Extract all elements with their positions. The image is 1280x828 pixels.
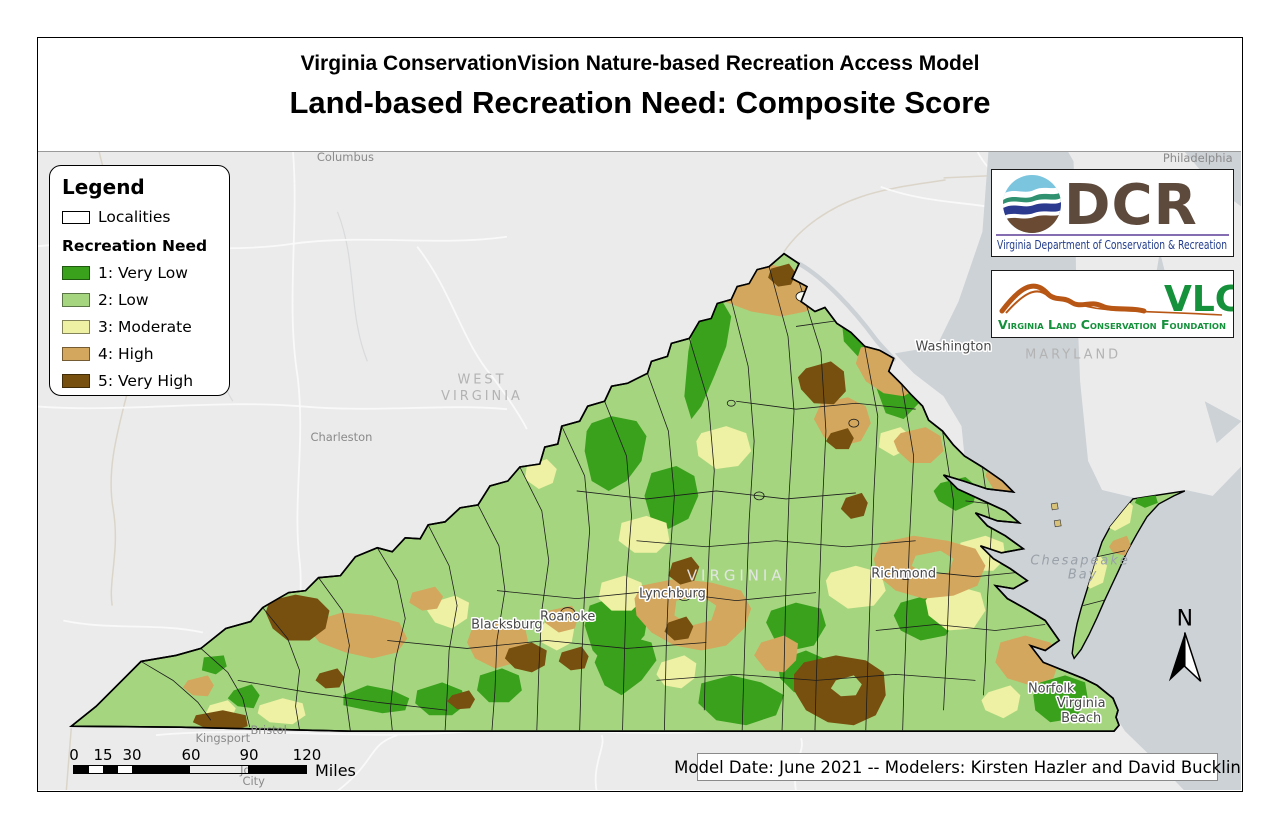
legend-heading: Legend xyxy=(62,175,145,199)
legend: Legend Localities Recreation Need 1: Ver… xyxy=(49,165,230,396)
vlcf-logo: VLCF Virginia Land Conservation Foundati… xyxy=(991,270,1241,338)
city-label-bristol: Bristol xyxy=(250,723,286,737)
high-label: 4: High xyxy=(98,345,154,363)
state-label-west-virginia-2: VIRGINIA xyxy=(441,389,523,404)
title-block: Virginia ConservationVision Nature-based… xyxy=(38,38,1242,151)
city-label-kingsport: Kingsport xyxy=(195,731,250,745)
basemap-labels: Columbus Charleston Philadelphia Kingspo… xyxy=(195,152,1232,788)
scale-tick-90: 90 xyxy=(239,746,259,764)
vlcf-mountain-icon xyxy=(999,283,1223,316)
scale-tick-120: 120 xyxy=(292,746,322,764)
scale-ticks: 0 15 30 60 90 120 xyxy=(58,746,388,764)
map-subtitle: Virginia ConservationVision Nature-based… xyxy=(300,52,980,75)
city-label-philadelphia: Philadelphia xyxy=(1163,152,1233,165)
very-high-label: 5: Very High xyxy=(98,372,194,390)
moderate-swatch xyxy=(62,320,90,334)
dcr-acronym: DCR xyxy=(1064,173,1198,238)
map-canvas[interactable]: Columbus Charleston Philadelphia Kingspo… xyxy=(38,151,1241,790)
dcr-globe-icon xyxy=(1003,175,1061,233)
dcr-logo: DCR Virginia Department of Conservation … xyxy=(991,169,1234,257)
dcr-subtitle: Virginia Department of Conservation & Re… xyxy=(997,238,1227,252)
state-label-west-virginia-1: WEST xyxy=(457,372,506,387)
scale-tick-30: 30 xyxy=(122,746,142,764)
city-label-roanoke: Roanoke xyxy=(540,610,595,625)
scale-bar: 0 15 30 60 90 120 Miles xyxy=(58,746,388,788)
bay-island xyxy=(1053,519,1062,528)
map-frame: Virginia ConservationVision Nature-based… xyxy=(37,37,1243,792)
city-label-lynchburg: Lynchburg xyxy=(639,587,706,602)
page-title: Land-based Recreation Need: Composite Sc… xyxy=(289,85,991,120)
moderate-label: 3: Moderate xyxy=(98,318,192,336)
water-label-bay: Bay xyxy=(1068,568,1098,583)
state-label-maryland: MARYLAND xyxy=(1025,347,1121,362)
city-label-johnson-city: City xyxy=(242,774,265,788)
credits-text: Model Date: June 2021 -- Modelers: Kirst… xyxy=(674,757,1241,777)
scale-tick-60: 60 xyxy=(181,746,201,764)
north-arrow-label: N xyxy=(1177,607,1193,632)
very-low-label: 1: Very Low xyxy=(98,264,188,282)
city-label-blacksburg: Blacksburg xyxy=(471,618,542,633)
city-label-virginia-beach-1: Virginia xyxy=(1057,696,1106,711)
credits-box: Model Date: June 2021 -- Modelers: Kirst… xyxy=(674,753,1241,781)
legend-item: 2: Low xyxy=(62,291,217,309)
potomac-river xyxy=(796,261,896,362)
localities-label: Localities xyxy=(98,208,171,226)
city-label-charleston: Charleston xyxy=(310,430,372,444)
water-label-chesapeake: Chesapeake xyxy=(1030,554,1129,569)
legend-localities-row: Localities xyxy=(62,208,217,226)
low-swatch xyxy=(62,293,90,307)
legend-item: 5: Very High xyxy=(62,372,217,390)
very-high-swatch xyxy=(62,374,90,388)
legend-item: 3: Moderate xyxy=(62,318,217,336)
legend-item: 4: High xyxy=(62,345,217,363)
city-label-columbus: Columbus xyxy=(317,152,374,164)
north-arrow: N xyxy=(1168,607,1202,682)
vlcf-acronym: VLCF xyxy=(1164,279,1233,320)
city-label-washington: Washington xyxy=(916,339,992,354)
scale-tick-0: 0 xyxy=(69,746,79,764)
virginia-outline xyxy=(69,252,1120,732)
state-label-virginia: VIRGINIA xyxy=(687,567,786,585)
low-label: 2: Low xyxy=(98,291,149,309)
city-label-richmond: Richmond xyxy=(871,567,936,582)
very-low-swatch xyxy=(62,266,90,280)
city-label-virginia-beach-2: Beach xyxy=(1061,711,1101,726)
city-label-norfolk: Norfolk xyxy=(1028,681,1075,696)
scale-unit-label: Miles xyxy=(315,761,356,780)
bay-island xyxy=(1050,502,1059,511)
scale-bar-segments xyxy=(73,765,307,774)
scale-tick-15: 15 xyxy=(93,746,113,764)
vlcf-subtitle: Virginia Land Conservation Foundation xyxy=(998,318,1226,332)
high-swatch xyxy=(62,347,90,361)
legend-item: 1: Very Low xyxy=(62,264,217,282)
localities-swatch xyxy=(62,210,90,224)
legend-section-heading: Recreation Need xyxy=(62,237,208,255)
